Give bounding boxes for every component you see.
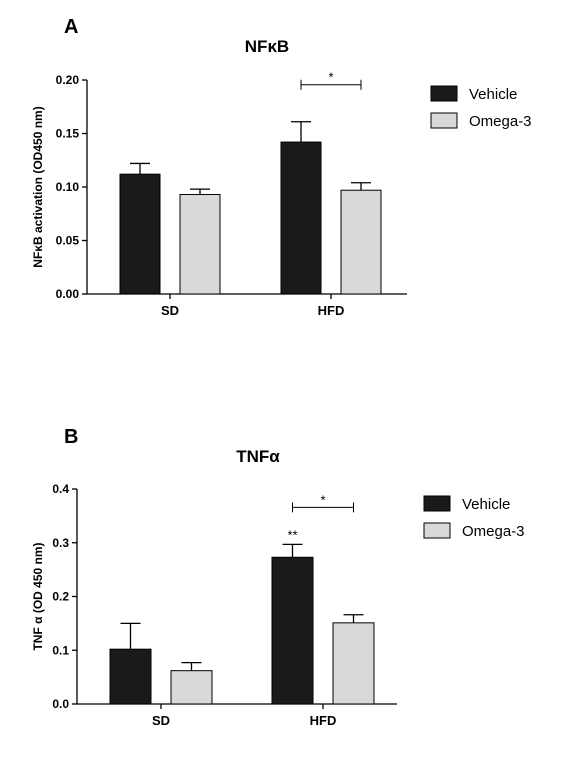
legend-swatch bbox=[423, 495, 451, 512]
bar-omega-3-hfd bbox=[332, 622, 375, 705]
chart-panel-b: B TNFα 0.0 0.1 0.2 0.3 0.4 TNF α (OD 450 nm) SD H… bbox=[31, 426, 525, 728]
significance-label: * bbox=[328, 70, 333, 85]
y-tick-label: 0.1 bbox=[52, 643, 69, 657]
y-tick-label: 0.4 bbox=[52, 482, 69, 496]
legend-swatch bbox=[423, 522, 451, 539]
legend-swatch bbox=[430, 85, 458, 102]
panel-letter: A bbox=[64, 16, 78, 38]
bar-vehicle-hfd bbox=[271, 556, 314, 705]
legend-label: Vehicle bbox=[462, 496, 510, 513]
panel-letter: B bbox=[64, 426, 78, 448]
bar-omega-3-hfd bbox=[340, 189, 382, 295]
chart-title: TNFα bbox=[236, 447, 280, 466]
y-tick-label: 0.05 bbox=[56, 234, 80, 248]
chart-title: NFκB bbox=[245, 37, 289, 56]
y-axis-label: NFκB activation (OD450 nm) bbox=[31, 106, 45, 267]
x-tick-label: SD bbox=[161, 303, 179, 318]
legend-label: Omega-3 bbox=[462, 523, 525, 540]
legend-label: Omega-3 bbox=[469, 113, 532, 130]
legend-swatch bbox=[430, 112, 458, 129]
legend-label: Vehicle bbox=[469, 86, 517, 103]
y-axis-label: TNF α (OD 450 nm) bbox=[31, 542, 45, 650]
bar-omega-3-sd bbox=[179, 193, 221, 295]
y-tick-label: 0.00 bbox=[56, 287, 80, 301]
significance-label: ** bbox=[287, 527, 297, 542]
y-tick-label: 0.15 bbox=[56, 127, 80, 141]
bar-omega-3-sd bbox=[170, 670, 213, 705]
x-tick-label: HFD bbox=[318, 303, 345, 318]
bar-vehicle-sd bbox=[119, 173, 161, 295]
x-tick-label: HFD bbox=[310, 713, 337, 728]
significance-label: * bbox=[320, 492, 325, 507]
bar-vehicle-hfd bbox=[280, 141, 322, 295]
y-tick-label: 0.10 bbox=[56, 180, 80, 194]
bar-vehicle-sd bbox=[109, 648, 152, 705]
y-tick-label: 0.3 bbox=[52, 536, 69, 550]
y-tick-label: 0.2 bbox=[52, 590, 69, 604]
y-tick-label: 0.20 bbox=[56, 73, 80, 87]
x-tick-label: SD bbox=[152, 713, 170, 728]
y-tick-label: 0.0 bbox=[52, 697, 69, 711]
chart-panel-a: A NFκB 0.00 0.05 0.10 0.15 0.20 NFκB activation… bbox=[31, 16, 532, 318]
